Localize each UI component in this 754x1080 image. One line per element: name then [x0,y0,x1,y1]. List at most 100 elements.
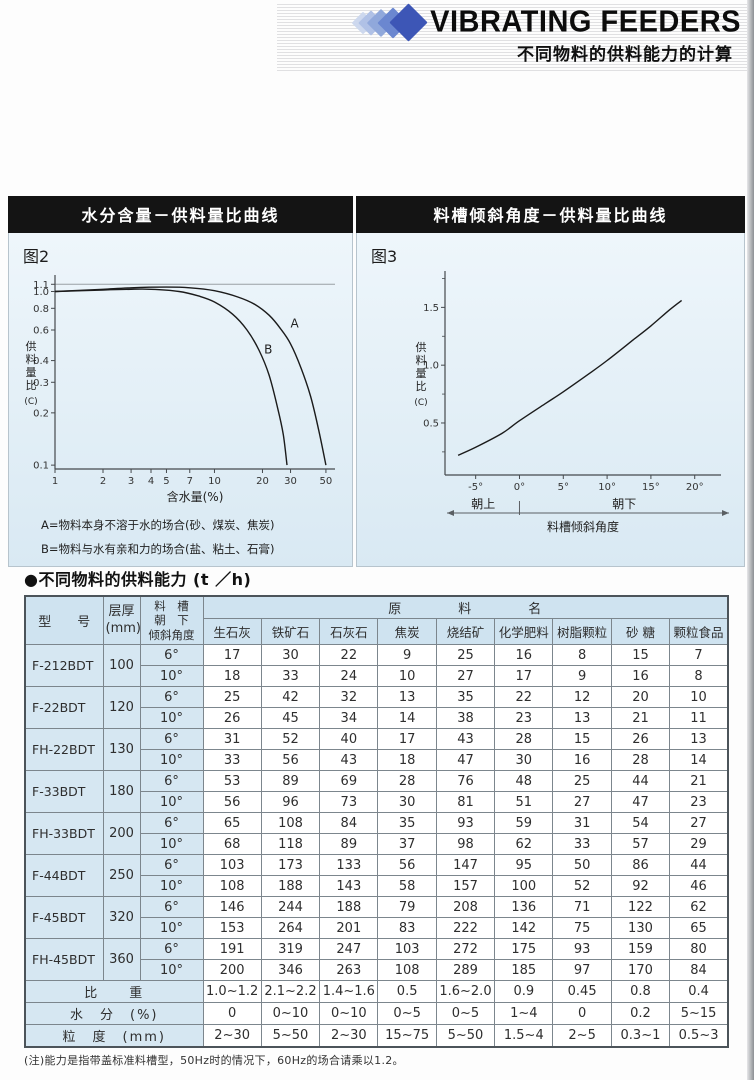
page-subtitle: 不同物料的供料能力的计算 [517,45,733,65]
model-cell: FH-45BDT [24,938,104,981]
summary-value: 0.5 [377,980,437,1003]
summary-value: 2~30 [202,1024,262,1048]
curve-label-A: A [291,317,300,331]
y-axis-label-unit: (C) [24,397,37,407]
y-axis-label-char: 料 [26,352,37,366]
value-cell: 56 [202,791,262,813]
value-cell: 264 [260,917,321,939]
value-cell: 68 [202,833,262,855]
value-cell: 263 [319,959,379,981]
x-tick-label: 20° [686,482,704,493]
angle-cell: 6° [139,644,204,666]
curve-label-B: B [264,342,272,356]
value-cell: 93 [435,812,496,834]
y-tick-label: 0.6 [33,326,49,337]
value-cell: 79 [377,896,437,918]
note-curve-a: A=物料本身不溶于水的场合(砂、煤炭、焦炭) [41,518,275,532]
value-cell: 22 [494,686,554,708]
y-tick-label: 0.1 [33,461,49,472]
value-cell: 188 [260,875,321,897]
value-cell: 13 [552,707,612,729]
summary-value: 5~50 [435,1024,496,1048]
angle-cell: 6° [139,896,204,918]
angle-cell: 10° [139,707,204,729]
model-cell: F-22BDT [24,686,104,729]
value-cell: 100 [494,875,554,897]
value-cell: 28 [494,728,554,750]
value-cell: 9 [377,644,437,666]
panel-moisture-title: 水分含量－供料量比曲线 [8,196,353,233]
capacity-table-section: ●不同物料的供料能力 (t ／h) 型 号 层厚 (mm) 料 槽 朝 下 倾斜… [24,566,729,1068]
value-cell: 18 [377,749,437,771]
value-cell: 28 [610,749,671,771]
arrow-right-icon [722,510,729,516]
y-axis-label-unit: (C) [414,398,427,408]
layer-cell: 360 [102,938,141,981]
value-cell: 57 [610,833,671,855]
value-cell: 33 [260,665,321,687]
value-cell: 24 [319,665,379,687]
table-row: FH-45BDT 360 6° 191 319 247 103 272 175 93 159 80 [24,938,729,981]
value-cell: 18 [202,665,262,687]
value-cell: 54 [610,812,671,834]
layer-cell: 120 [102,686,141,729]
value-cell: 80 [669,938,729,960]
value-cell: 32 [319,686,379,708]
value-cell: 188 [319,896,379,918]
angle-cell: 10° [139,917,204,939]
value-cell: 84 [669,959,729,981]
x-tick-label: 30 [284,476,297,487]
value-cell: 98 [435,833,496,855]
figure2-label: 图2 [23,247,50,266]
value-cell: 118 [260,833,321,855]
value-cell: 76 [435,770,496,792]
curve-legend-notes: A=物料本身不溶于水的场合(砂、煤炭、焦炭) B=物料与水有亲和力的场合(盐、粘… [9,507,352,561]
value-cell: 247 [319,938,379,960]
y-axis-label-char: 比 [26,379,37,392]
value-cell: 10 [669,686,729,708]
value-cell: 173 [260,854,321,876]
layer-cell: 130 [102,728,141,771]
summary-value: 2~30 [319,1024,379,1048]
value-cell: 44 [669,854,729,876]
value-cell: 15 [552,728,612,750]
value-cell: 69 [319,770,379,792]
y-axis-label-char: 供 [416,340,427,354]
layer-cell: 320 [102,896,141,939]
x-tick-label: 0° [514,482,525,493]
summary-value: 5~50 [260,1024,321,1048]
model-cell: F-33BDT [24,770,104,813]
value-cell: 33 [202,749,262,771]
table-row: 10° 56 96 73 30 81 51 27 47 23 [25,791,729,813]
value-cell: 26 [202,707,262,729]
table-row: 10° 18 33 24 10 27 17 9 16 8 [25,665,729,687]
table-row: F-212BDT 100 6° 17 30 22 9 25 16 8 15 7 [24,644,729,687]
x-tick-label: 50 [320,476,333,487]
x-tick-label: 2 [100,476,106,487]
table-footnote: (注)能力是指带盖标准料槽型，50Hz时的情况下，60Hz的场合请乘以1.2。 [24,1054,404,1067]
summary-value: 0.8 [610,980,671,1003]
value-cell: 175 [494,938,554,960]
value-cell: 42 [260,686,321,708]
material-header: 颗粒食品 [669,618,729,645]
angle-cell: 6° [139,938,204,960]
value-cell: 92 [610,875,671,897]
summary-value: 1.4~1.6 [319,980,379,1003]
value-cell: 12 [552,686,612,708]
table-row: F-44BDT 250 6° 103 173 133 56 147 95 50 86 44 [24,854,729,897]
x-tick-label: 1 [52,476,58,487]
layer-cell: 180 [102,770,141,813]
summary-value: 0.9 [494,980,554,1003]
value-cell: 108 [377,959,437,981]
capacity-table-body: F-212BDT 100 6° 17 30 22 9 25 16 8 15 7 10° 18 33 24 10 2… [24,644,729,1048]
table-row: 10° 68 118 89 37 98 62 33 57 29 [25,833,729,855]
x-tick-label: 5 [163,476,169,487]
value-cell: 75 [552,917,612,939]
x-axis-title: 含水量(%) [167,489,224,504]
panel-angle-body: 图3 0.5 1.0 1.5 -5° 0° 5° 10° 15° 20° 供料量比 (C) 朝上 朝下料… [356,233,745,567]
x-tick-label: 4 [148,476,154,487]
y-tick-label: 0.5 [423,418,439,429]
summary-value: 0.3~1 [610,1024,671,1048]
material-header: 砂 糖 [610,618,671,645]
series-C [457,299,683,456]
